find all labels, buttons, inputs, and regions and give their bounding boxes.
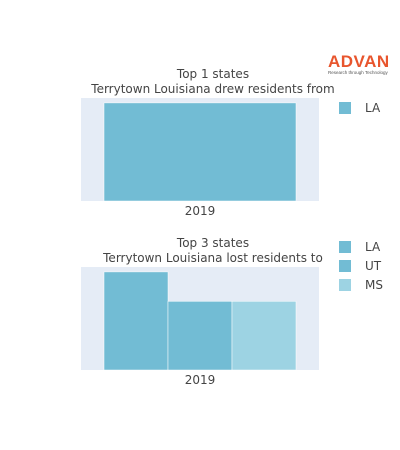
legend-swatch-ms	[339, 279, 351, 291]
legend-label-la: LA	[365, 240, 381, 254]
legend-label-ms: MS	[365, 278, 383, 292]
x-tick-label: 2019	[185, 373, 216, 387]
legend-swatch-la	[339, 241, 351, 253]
chart2-title: Top 3 states Terrytown Louisiana lost re…	[60, 236, 366, 266]
x-tick-label: 2019	[185, 204, 216, 218]
legend-label-ut: UT	[365, 259, 382, 273]
logo-wordmark: ADVAN	[328, 52, 390, 71]
legend-label-la: LA	[365, 101, 381, 115]
legend-swatch-la	[339, 102, 351, 114]
bar-ut	[167, 301, 233, 371]
chart2: LA UT MS 2019	[81, 240, 383, 387]
chart1: LA 2019	[81, 98, 381, 218]
bar-ms	[231, 301, 297, 371]
chart2-title-line2: Terrytown Louisiana lost residents to	[103, 251, 323, 265]
bar-la	[103, 271, 169, 371]
chart2-title-line1: Top 3 states	[176, 236, 250, 250]
chart1-title-line1: Top 1 states	[176, 67, 250, 81]
legend-swatch-ut	[339, 260, 351, 272]
logo-tagline: Research through Technology	[328, 70, 388, 75]
chart1-title-line2: Terrytown Louisiana drew residents from	[91, 82, 335, 96]
bar-la	[103, 102, 297, 202]
advan-logo: ADVAN Research through Technology	[328, 53, 394, 77]
chart1-title: Top 1 states Terrytown Louisiana drew re…	[60, 67, 366, 97]
